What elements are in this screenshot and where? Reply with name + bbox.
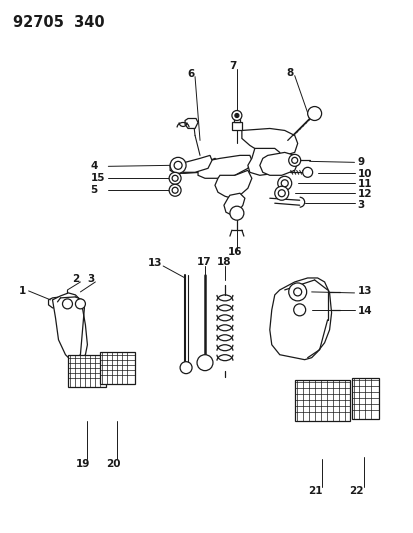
Text: 3: 3 <box>87 274 95 284</box>
Text: 6: 6 <box>187 69 194 79</box>
Text: 14: 14 <box>357 306 371 316</box>
Circle shape <box>172 187 178 193</box>
Circle shape <box>169 184 180 196</box>
Polygon shape <box>241 128 297 156</box>
Circle shape <box>75 299 85 309</box>
Circle shape <box>231 110 241 120</box>
Circle shape <box>172 175 178 181</box>
Circle shape <box>302 167 312 177</box>
Bar <box>294 379 349 422</box>
Circle shape <box>62 299 72 309</box>
Circle shape <box>169 172 180 184</box>
Circle shape <box>174 161 182 169</box>
Text: 1: 1 <box>19 286 26 296</box>
Circle shape <box>277 176 291 190</box>
Polygon shape <box>231 123 241 131</box>
Text: 17: 17 <box>197 257 211 267</box>
Text: 21: 21 <box>307 486 321 496</box>
Text: 4: 4 <box>90 161 97 171</box>
Text: 18: 18 <box>216 257 231 267</box>
Text: 5: 5 <box>90 185 97 195</box>
Text: 13: 13 <box>148 258 162 268</box>
Text: 20: 20 <box>106 459 121 470</box>
Circle shape <box>307 107 321 120</box>
Circle shape <box>170 157 185 173</box>
Polygon shape <box>197 156 251 179</box>
Polygon shape <box>48 296 78 310</box>
Polygon shape <box>259 152 297 175</box>
Polygon shape <box>170 158 219 173</box>
Text: 92705  340: 92705 340 <box>13 15 104 30</box>
Polygon shape <box>233 119 239 123</box>
Bar <box>351 377 378 419</box>
Text: 9: 9 <box>357 157 364 167</box>
Text: 16: 16 <box>228 247 242 257</box>
Polygon shape <box>52 293 87 362</box>
Circle shape <box>288 283 306 301</box>
Bar <box>68 354 106 386</box>
Polygon shape <box>247 148 279 175</box>
Text: 11: 11 <box>357 179 371 189</box>
Circle shape <box>278 190 285 197</box>
Text: 22: 22 <box>349 486 363 496</box>
Text: 12: 12 <box>357 189 371 199</box>
Text: 8: 8 <box>286 68 293 78</box>
Bar <box>100 352 135 384</box>
Text: 15: 15 <box>90 173 104 183</box>
Polygon shape <box>178 156 211 172</box>
Text: 3: 3 <box>357 200 364 210</box>
Circle shape <box>293 288 301 296</box>
Polygon shape <box>185 118 197 128</box>
Text: 2: 2 <box>72 274 80 284</box>
Text: 19: 19 <box>75 459 90 470</box>
Text: 10: 10 <box>357 169 371 179</box>
Circle shape <box>274 186 288 200</box>
Circle shape <box>291 157 297 163</box>
Circle shape <box>180 362 192 374</box>
Circle shape <box>229 206 243 220</box>
Polygon shape <box>269 278 331 360</box>
Circle shape <box>288 155 300 166</box>
Polygon shape <box>223 193 244 215</box>
Text: 13: 13 <box>357 286 371 296</box>
Circle shape <box>280 180 287 187</box>
Circle shape <box>197 354 212 370</box>
Text: 7: 7 <box>228 61 236 71</box>
Circle shape <box>293 304 305 316</box>
Circle shape <box>234 114 238 117</box>
Polygon shape <box>214 171 251 198</box>
